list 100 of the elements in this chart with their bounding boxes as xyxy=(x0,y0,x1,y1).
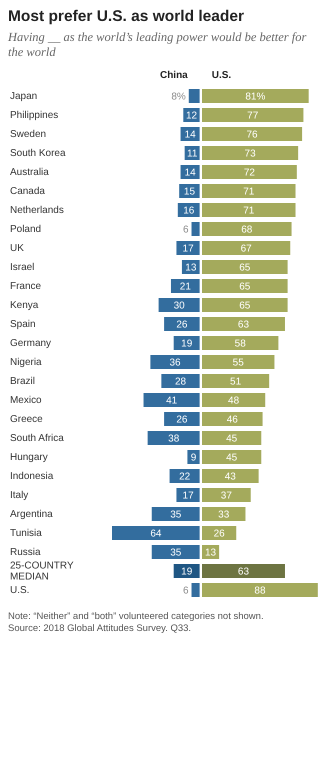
data-label: 8% xyxy=(171,92,186,103)
data-label: 26 xyxy=(176,414,188,426)
y-tick-label: Australia xyxy=(10,167,50,178)
data-label: 21 xyxy=(180,282,192,293)
data-label: 72 xyxy=(244,168,256,179)
data-label: 37 xyxy=(220,490,232,502)
bar xyxy=(202,430,262,445)
bar xyxy=(202,241,290,256)
bar xyxy=(158,298,200,312)
data-label: 17 xyxy=(182,490,194,502)
y-tick-label: Greece xyxy=(10,414,44,425)
data-label: 71 xyxy=(242,206,255,217)
bar xyxy=(188,89,200,104)
chart-subtitle: Having __ as the world’s leading power would be better for the world xyxy=(8,30,308,60)
data-label: 14 xyxy=(184,168,196,179)
series-label: U.S. xyxy=(212,70,232,81)
bar xyxy=(152,506,200,521)
data-label: 26 xyxy=(213,528,225,540)
bar xyxy=(202,222,292,236)
data-label: 35 xyxy=(170,509,182,520)
data-label: 26 xyxy=(176,320,188,330)
bar xyxy=(170,468,200,483)
bar xyxy=(202,127,302,142)
data-label: 77 xyxy=(246,110,258,122)
bar xyxy=(202,506,246,521)
data-label: 65 xyxy=(239,282,251,293)
bar xyxy=(202,108,304,122)
bar xyxy=(202,317,285,331)
text: Note: “Neither” and “both” volunteered categories not shown. xyxy=(8,611,265,623)
data-label: 11 xyxy=(187,148,198,160)
data-label: 17 xyxy=(182,244,194,255)
data-label: 88 xyxy=(254,585,266,596)
bar xyxy=(202,165,297,180)
data-label: 65 xyxy=(239,262,251,274)
data-label: 43 xyxy=(224,471,236,482)
bar xyxy=(202,336,278,350)
series-label: China xyxy=(160,70,188,81)
data-label: 36 xyxy=(170,358,182,368)
data-label: 63 xyxy=(238,566,250,578)
bar xyxy=(170,279,200,294)
y-tick-label: UK xyxy=(10,243,24,254)
data-label: 14 xyxy=(184,130,196,141)
data-label: 9 xyxy=(190,452,197,464)
y-tick-label: Kenya xyxy=(10,300,39,311)
data-label: 76 xyxy=(246,130,258,141)
data-label: 13 xyxy=(185,262,197,274)
data-label: 30 xyxy=(174,300,186,312)
bar xyxy=(202,279,288,294)
bar xyxy=(202,450,262,464)
bar xyxy=(202,392,265,407)
data-label: 48 xyxy=(228,395,240,406)
bar xyxy=(164,317,200,331)
data-label: 12 xyxy=(186,110,198,122)
bar xyxy=(176,488,200,502)
y-tick-label: Sweden xyxy=(10,129,46,140)
y-tick-label: Poland xyxy=(10,224,42,236)
y-tick-label: Mexico xyxy=(10,394,42,406)
data-label: 58 xyxy=(234,338,246,350)
bar xyxy=(202,146,298,160)
y-tick-label: Indonesia xyxy=(10,470,54,482)
bar xyxy=(161,374,200,388)
data-label: 71 xyxy=(242,186,255,198)
bar xyxy=(192,582,200,597)
data-label: 67 xyxy=(240,244,252,255)
bar xyxy=(144,392,200,407)
data-label: 13 xyxy=(204,547,216,558)
y-tick-label: South Korea xyxy=(10,148,66,160)
data-label: 33 xyxy=(218,509,230,520)
bar xyxy=(202,564,285,578)
y-tick-label: Brazil xyxy=(10,376,35,387)
source-note: Source: 2018 Global Attitudes Survey. Q33. xyxy=(8,623,192,635)
y-tick-label: Japan xyxy=(10,91,38,102)
data-label: 38 xyxy=(168,433,180,444)
y-tick-label: Nigeria xyxy=(10,357,42,368)
bar xyxy=(202,184,296,198)
bar xyxy=(202,582,318,597)
bar xyxy=(202,260,288,274)
bar xyxy=(202,412,262,426)
data-label: 6 xyxy=(182,585,189,596)
data-label: 41 xyxy=(166,395,178,406)
bar xyxy=(202,89,308,104)
bar xyxy=(176,241,200,256)
bar xyxy=(192,222,200,236)
data-label: 55 xyxy=(232,358,244,368)
bar xyxy=(150,355,200,369)
y-tick-label: Spain xyxy=(10,319,36,330)
data-label: 68 xyxy=(240,224,253,236)
data-label: 65 xyxy=(239,300,251,312)
bar xyxy=(152,544,200,559)
y-tick-label: Italy xyxy=(10,490,28,501)
y-tick-label: 25-COUNTRY MEDIAN xyxy=(10,560,74,582)
bar xyxy=(202,355,274,369)
y-tick-label: U.S. xyxy=(10,584,30,596)
data-label: 73 xyxy=(244,148,256,160)
bar xyxy=(202,488,250,502)
data-label: 16 xyxy=(183,206,195,217)
data-label: 63 xyxy=(238,320,250,330)
data-label: 6 xyxy=(182,224,189,236)
data-label: 51 xyxy=(230,376,242,388)
data-label: 64 xyxy=(150,528,162,540)
